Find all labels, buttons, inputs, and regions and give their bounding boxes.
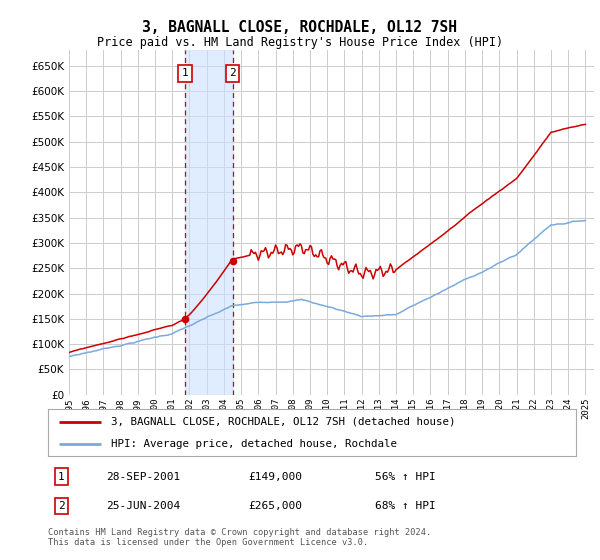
Text: 2: 2 — [58, 501, 65, 511]
Text: 3, BAGNALL CLOSE, ROCHDALE, OL12 7SH: 3, BAGNALL CLOSE, ROCHDALE, OL12 7SH — [143, 20, 458, 35]
Text: 68% ↑ HPI: 68% ↑ HPI — [376, 501, 436, 511]
Text: 2: 2 — [229, 68, 236, 78]
Text: £149,000: £149,000 — [248, 472, 302, 482]
Text: 1: 1 — [182, 68, 188, 78]
Text: 25-JUN-2004: 25-JUN-2004 — [106, 501, 181, 511]
Text: 3, BAGNALL CLOSE, ROCHDALE, OL12 7SH (detached house): 3, BAGNALL CLOSE, ROCHDALE, OL12 7SH (de… — [112, 417, 456, 427]
Text: 1: 1 — [58, 472, 65, 482]
Text: HPI: Average price, detached house, Rochdale: HPI: Average price, detached house, Roch… — [112, 438, 397, 449]
Bar — [185, 50, 233, 395]
Text: £265,000: £265,000 — [248, 501, 302, 511]
Text: Price paid vs. HM Land Registry's House Price Index (HPI): Price paid vs. HM Land Registry's House … — [97, 36, 503, 49]
Text: Contains HM Land Registry data © Crown copyright and database right 2024.
This d: Contains HM Land Registry data © Crown c… — [48, 528, 431, 547]
Text: 56% ↑ HPI: 56% ↑ HPI — [376, 472, 436, 482]
Text: 28-SEP-2001: 28-SEP-2001 — [106, 472, 181, 482]
